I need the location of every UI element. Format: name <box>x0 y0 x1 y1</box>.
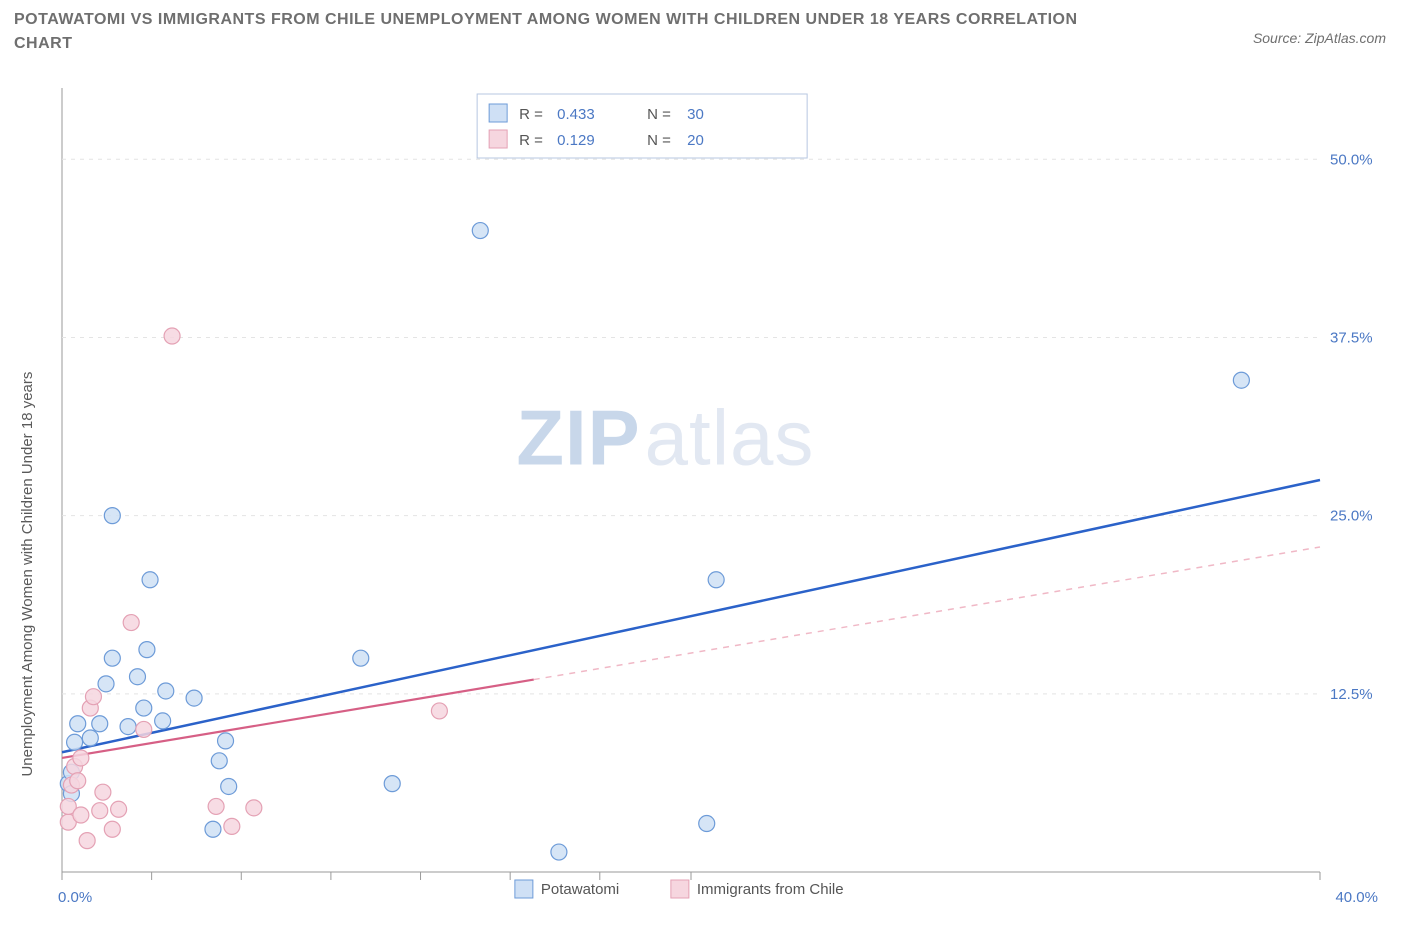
legend-series-label: Immigrants from Chile <box>697 881 844 898</box>
scatter-point <box>67 734 83 750</box>
scatter-point <box>208 798 224 814</box>
scatter-point <box>92 716 108 732</box>
header-row: POTAWATOMI VS IMMIGRANTS FROM CHILE UNEM… <box>14 8 1392 56</box>
legend-n-label: N = <box>647 132 671 149</box>
x-min-label: 0.0% <box>58 889 92 906</box>
y-tick-label: 12.5% <box>1330 686 1373 703</box>
regression-line-dashed <box>534 547 1320 680</box>
scatter-point <box>218 733 234 749</box>
watermark: ZIPatlas <box>516 393 814 481</box>
scatter-point <box>142 572 158 588</box>
page-root: POTAWATOMI VS IMMIGRANTS FROM CHILE UNEM… <box>0 0 1406 930</box>
scatter-point <box>70 716 86 732</box>
scatter-point <box>70 773 86 789</box>
legend-r-value: 0.129 <box>557 132 595 149</box>
scatter-point <box>431 703 447 719</box>
scatter-point <box>224 818 240 834</box>
scatter-point <box>164 328 180 344</box>
legend-r-value: 0.433 <box>557 106 595 123</box>
scatter-point <box>136 721 152 737</box>
legend-r-label: R = <box>519 132 543 149</box>
svg-text:atlas: atlas <box>645 393 815 481</box>
scatter-point <box>246 800 262 816</box>
legend-swatch <box>671 880 689 898</box>
scatter-point <box>708 572 724 588</box>
scatter-point <box>104 650 120 666</box>
scatter-point <box>104 821 120 837</box>
scatter-point <box>95 784 111 800</box>
scatter-point <box>73 750 89 766</box>
scatter-point <box>221 778 237 794</box>
scatter-point <box>92 803 108 819</box>
regression-line <box>62 480 1320 752</box>
scatter-point <box>139 642 155 658</box>
chart-title: POTAWATOMI VS IMMIGRANTS FROM CHILE UNEM… <box>14 8 1134 56</box>
y-tick-label: 37.5% <box>1330 329 1373 346</box>
chart-svg: 12.5% 25.0% 37.5% 50.0% 0.0% 40.0% Unemploymen… <box>14 78 1392 930</box>
scatter-point <box>79 833 95 849</box>
legend-series-label: Potawatomi <box>541 881 619 898</box>
legend-n-value: 20 <box>687 132 704 149</box>
legend-n-label: N = <box>647 106 671 123</box>
scatter-point <box>1233 372 1249 388</box>
scatter-point <box>111 801 127 817</box>
scatter-point <box>73 807 89 823</box>
scatter-point <box>98 676 114 692</box>
scatter-point <box>136 700 152 716</box>
legend-swatch <box>489 104 507 122</box>
scatter-point <box>699 816 715 832</box>
scatter-point <box>104 508 120 524</box>
x-max-label: 40.0% <box>1335 889 1378 906</box>
scatter-point <box>158 683 174 699</box>
scatter-point <box>472 223 488 239</box>
scatter-point <box>123 615 139 631</box>
scatter-point <box>384 776 400 792</box>
scatter-point <box>205 821 221 837</box>
scatter-point <box>129 669 145 685</box>
svg-text:ZIP: ZIP <box>516 393 640 481</box>
scatter-point <box>353 650 369 666</box>
legend-swatch <box>489 130 507 148</box>
legend-n-value: 30 <box>687 106 704 123</box>
y-axis-label: Unemployment Among Women with Children U… <box>19 372 36 777</box>
scatter-point <box>82 730 98 746</box>
scatter-point <box>85 689 101 705</box>
legend-r-label: R = <box>519 106 543 123</box>
scatter-point <box>120 719 136 735</box>
scatter-point <box>551 844 567 860</box>
regression-line <box>62 680 534 758</box>
source-label: Source: ZipAtlas.com <box>1253 8 1392 46</box>
y-tick-label: 50.0% <box>1330 151 1373 168</box>
chart-container: 12.5% 25.0% 37.5% 50.0% 0.0% 40.0% Unemploymen… <box>14 78 1392 930</box>
legend-swatch <box>515 880 533 898</box>
scatter-point <box>186 690 202 706</box>
y-tick-label: 25.0% <box>1330 508 1373 525</box>
scatter-point <box>211 753 227 769</box>
scatter-point <box>155 713 171 729</box>
